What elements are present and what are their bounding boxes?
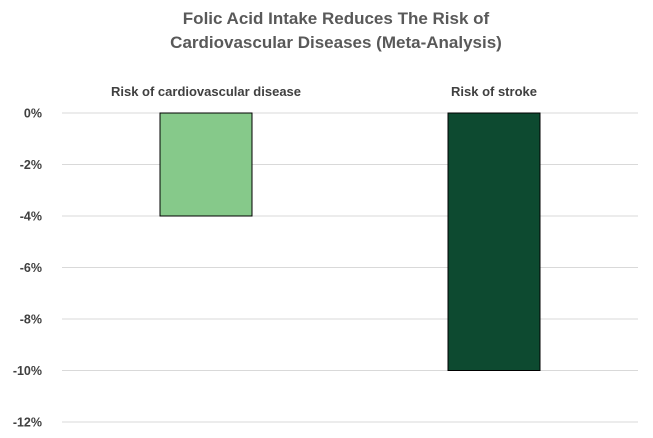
chart-title-line-2: Cardiovascular Diseases (Meta-Analysis) — [170, 33, 502, 52]
gridlines — [62, 112, 638, 423]
y-tick-label: -10% — [13, 364, 42, 378]
y-tick-label: -4% — [20, 210, 42, 224]
y-tick-label: -12% — [13, 416, 42, 430]
y-tick-label: -2% — [20, 158, 42, 172]
chart-title: Folic Acid Intake Reduces The Risk of Ca… — [170, 9, 502, 52]
y-tick-label: 0% — [24, 107, 42, 121]
chart-title-line-1: Folic Acid Intake Reduces The Risk of — [183, 9, 490, 28]
y-tick-label: -6% — [20, 261, 42, 275]
bar — [159, 112, 253, 217]
bar — [447, 112, 541, 371]
category-labels: Risk of cardiovascular disease Risk of st… — [111, 84, 537, 99]
y-tick-label: -8% — [20, 313, 42, 327]
category-label: Risk of stroke — [451, 84, 537, 99]
category-label: Risk of cardiovascular disease — [111, 84, 301, 99]
bars — [159, 112, 541, 371]
y-axis-tick-labels: 0% -2% -4% -6% -8% -10% -12% — [13, 107, 42, 430]
